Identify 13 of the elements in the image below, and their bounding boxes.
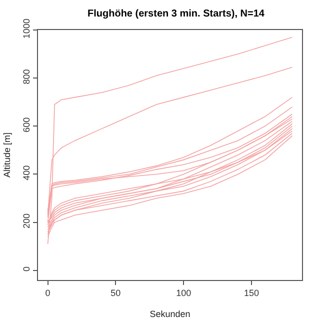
y-tick-label: 600: [21, 117, 32, 132]
y-tick-label: 200: [21, 213, 32, 228]
y-tick-label: 800: [21, 69, 32, 84]
x-tick-label: 50: [110, 288, 121, 298]
y-tick-label: 400: [21, 165, 32, 180]
x-tick-label: 100: [176, 288, 192, 298]
x-axis-title: Sekunden: [150, 309, 190, 319]
chart-title: Flughöhe (ersten 3 min. Starts), N=14: [88, 8, 265, 20]
x-tick-label: 0: [45, 288, 50, 298]
y-tick-label: 1000: [21, 18, 32, 39]
y-axis-title: Altitude [m]: [2, 132, 12, 178]
y-tick-label: 0: [21, 266, 32, 272]
x-tick-label: 150: [244, 288, 259, 298]
